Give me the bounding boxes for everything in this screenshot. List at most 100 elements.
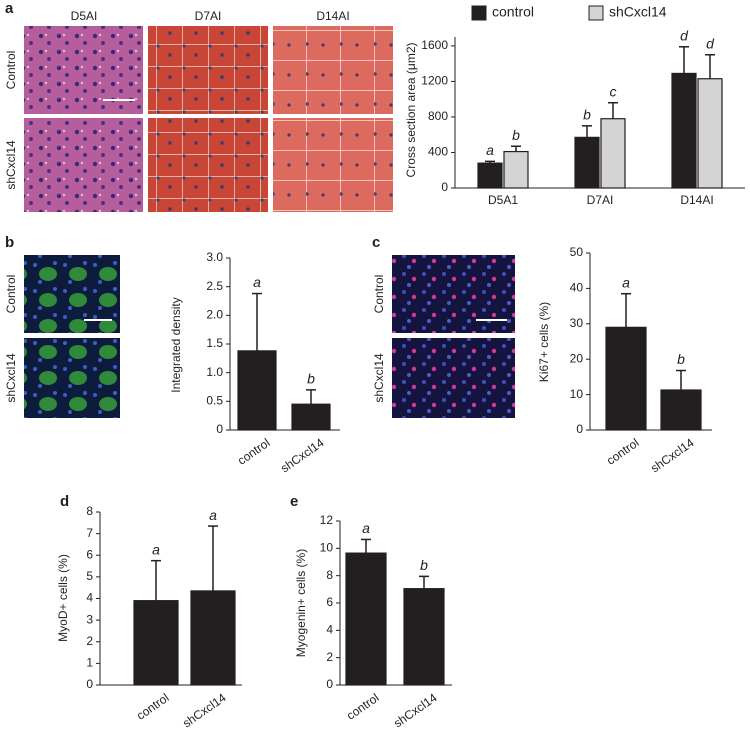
y-tick-label: 12 [320,513,334,527]
x-tick-label: shCxcl14 [391,690,440,730]
micrographs-a: D5AI D7AI D14AI Control shCxcl14 [4,9,393,212]
y-tick-label: 1.0 [206,365,223,379]
significance-letter: d [680,27,689,43]
bar [671,72,697,189]
legend-swatch [471,5,487,21]
panel-label: c [372,234,380,251]
y-tick-label: 1.5 [206,336,223,350]
significance-letter: a [209,507,217,523]
x-tick-label: control [134,691,172,723]
y-tick-label: 2 [86,634,93,648]
y-tick-label: 2 [326,650,333,664]
y-tick-label: 4 [326,623,333,637]
y-axis-label: Cross section area (μm2) [404,43,418,178]
x-tick-label: D14AI [680,193,713,207]
significance-letter: a [152,541,160,557]
y-tick-label: 2.5 [206,279,223,293]
bar [503,150,529,189]
y-tick-label: 10 [320,541,334,555]
y-tick-label: 2.0 [206,308,223,322]
significance-letter: b [512,127,520,143]
y-tick-label: 0 [576,422,583,436]
bar [403,588,445,686]
row-label: shCxcl14 [4,353,18,403]
legend-swatch [588,5,604,21]
bar [697,78,723,189]
row-label: Control [372,275,386,314]
significance-letter: a [362,520,370,536]
y-tick-label: 0 [441,180,448,194]
y-tick-label: 0 [86,677,93,691]
y-tick-label: 5 [86,569,93,583]
row-label: Control [4,51,18,90]
y-axis-label: Ki67+ cells (%) [537,302,551,382]
y-tick-label: 6 [326,595,333,609]
bar [237,350,277,431]
x-tick-label: D5A1 [488,193,518,207]
x-tick-label: control [344,691,382,723]
y-tick-label: 4 [86,591,93,605]
bar [291,403,331,431]
bar [574,136,600,189]
y-tick-label: 6 [86,547,93,561]
significance-letter: b [307,371,315,387]
y-tick-label: 400 [428,145,448,159]
x-tick-label: control [235,436,273,468]
y-tick-label: 3 [86,612,93,626]
column-label: D14AI [316,9,349,23]
micrograph [273,26,393,114]
row-label: shCxcl14 [372,353,386,403]
significance-letter: a [622,274,630,290]
y-tick-label: 800 [428,109,448,123]
y-tick-label: 1 [86,656,93,670]
y-axis-label: MyoD+ cells (%) [56,554,70,642]
panel-label: a [5,0,14,17]
bar [600,118,626,189]
y-tick-label: 3.0 [206,250,223,264]
y-tick-label: 0 [216,422,223,436]
micrograph [24,118,143,212]
y-tick-label: 0.5 [206,394,223,408]
y-tick-label: 40 [570,281,584,295]
micrograph [273,118,393,212]
bar [605,326,647,431]
y-tick-label: 30 [570,316,584,330]
y-tick-label: 1200 [421,74,448,88]
y-tick-label: 1600 [421,38,448,52]
micrograph [392,338,515,418]
micrograph [24,255,120,333]
bar [345,552,387,686]
row-label: Control [4,275,18,314]
legend-label: control [492,4,534,20]
significance-letter: a [486,142,494,158]
micrograph [392,255,515,333]
y-axis-label: Myogenin+ cells (%) [294,549,308,657]
x-tick-label: shCxcl14 [278,435,327,475]
panel-label: b [5,234,14,251]
panel-label: d [60,493,69,510]
y-tick-label: 8 [326,568,333,582]
bar [190,590,236,686]
row-label: shCxcl14 [4,140,18,190]
column-label: D5AI [71,9,98,23]
y-tick-label: 20 [570,351,584,365]
significance-letter: b [677,351,685,367]
significance-letter: b [420,557,428,573]
micrograph [148,118,268,212]
y-tick-label: 10 [570,387,584,401]
micrograph [148,26,268,114]
significance-letter: d [706,35,715,51]
x-tick-label: shCxcl14 [180,690,229,730]
bar [133,600,179,686]
significance-letter: a [253,274,261,290]
y-tick-label: 7 [86,526,93,540]
x-tick-label: shCxcl14 [648,435,697,475]
legend-label: shCxcl14 [609,4,667,20]
y-tick-label: 8 [86,504,93,518]
y-tick-label: 0 [326,677,333,691]
x-tick-label: D7AI [587,193,614,207]
significance-letter: b [583,107,591,123]
significance-letter: c [610,83,617,99]
